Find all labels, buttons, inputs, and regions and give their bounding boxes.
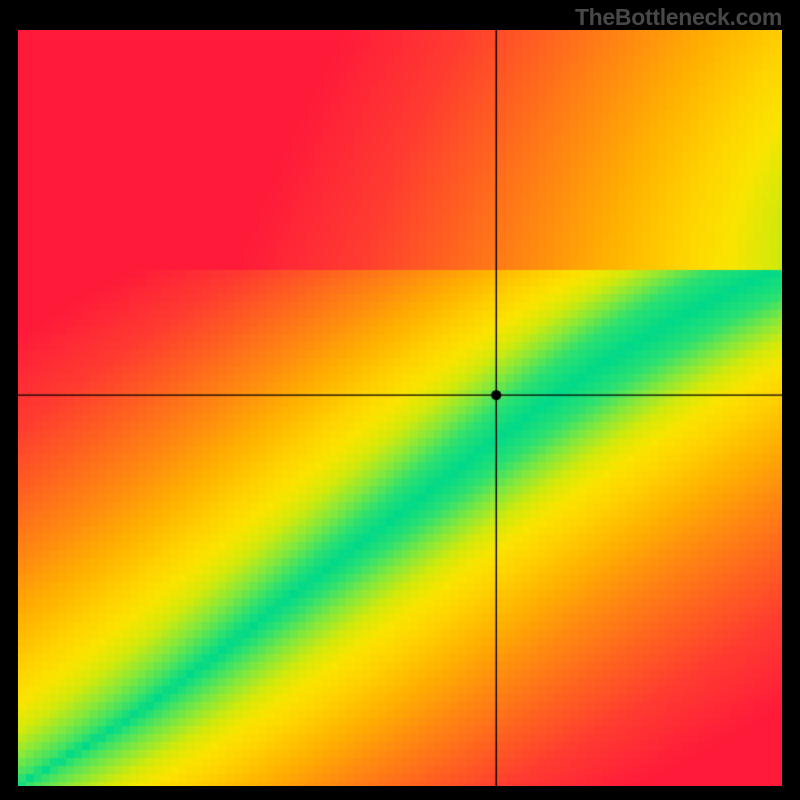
chart-container: TheBottleneck.com [0,0,800,800]
heatmap-canvas [18,30,782,786]
watermark-text: TheBottleneck.com [575,4,782,31]
heatmap-plot [18,30,782,786]
